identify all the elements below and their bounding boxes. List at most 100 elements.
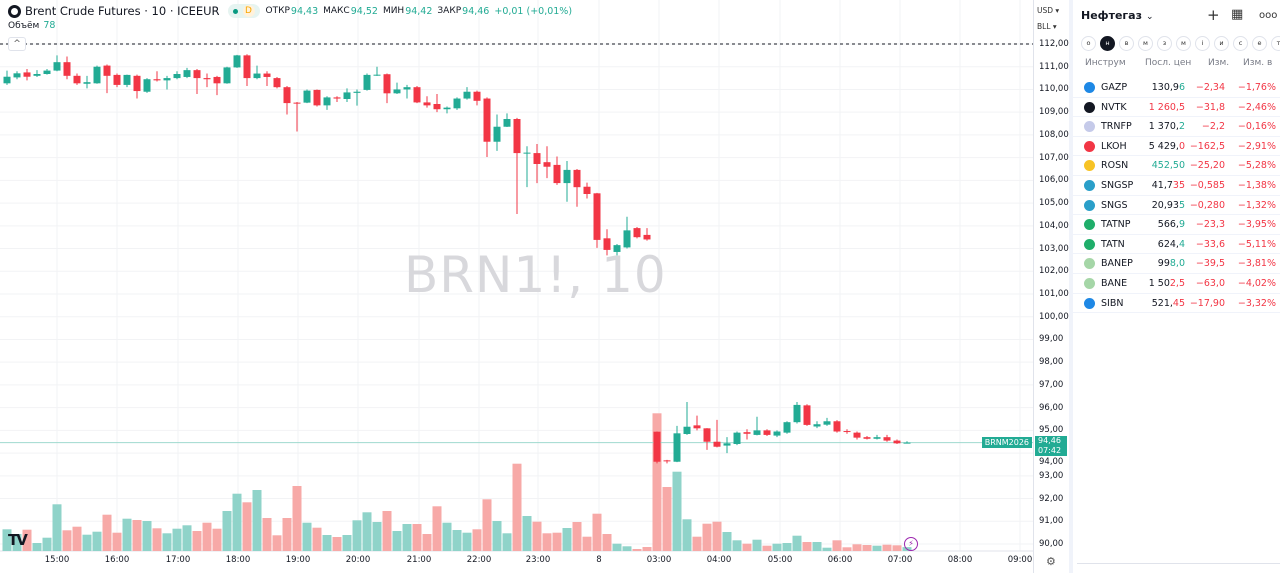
filter-letter[interactable]: і xyxy=(1195,36,1210,51)
candle-body xyxy=(873,437,881,439)
tradingview-logo[interactable]: TV xyxy=(8,531,28,549)
filter-letter[interactable]: м xyxy=(1138,36,1153,51)
unit-selector[interactable]: BLL ▾ xyxy=(1037,22,1057,31)
watchlist-row[interactable]: SIBN 521,45 −17,90 −3,32% xyxy=(1073,294,1280,314)
watchlist-row[interactable]: LKOH 5 429,0 −162,5 −2,91% xyxy=(1073,137,1280,157)
time-tick: 05:00 xyxy=(767,555,793,565)
symbol: SIBN xyxy=(1101,297,1124,309)
col-instrument[interactable]: Инструм xyxy=(1085,58,1126,68)
settings-gear-icon[interactable]: ⚙ xyxy=(1046,555,1056,568)
watchlist-row[interactable]: BANE 1 502,5 −63,0 −4,02% xyxy=(1073,274,1280,294)
volume-bar xyxy=(522,516,532,551)
candle-body xyxy=(243,55,251,79)
candle-body xyxy=(273,78,281,88)
lightning-icon[interactable]: ⚡ xyxy=(904,537,918,551)
chart-pane[interactable]: BRN1!, 10 Brent Crude Futures · 10 · ICE… xyxy=(0,0,1033,573)
watchlist-row[interactable]: NVTK 1 260,5 −31,8 −2,46% xyxy=(1073,98,1280,118)
candle-body xyxy=(463,91,471,99)
price-tick: 110,00 xyxy=(1039,84,1069,95)
candle-body xyxy=(693,425,701,429)
col-change-pct[interactable]: Изм. в xyxy=(1243,58,1273,68)
volume-bar xyxy=(42,537,52,551)
filter-letter[interactable]: з xyxy=(1157,36,1172,51)
filter-letter[interactable]: н xyxy=(1100,36,1115,51)
candle-body xyxy=(813,424,821,427)
market-status[interactable]: D xyxy=(227,4,260,18)
price-tick: 102,00 xyxy=(1039,266,1069,277)
candle-body xyxy=(393,89,401,94)
filter-letter[interactable]: т xyxy=(1271,36,1280,51)
filter-letter[interactable]: о xyxy=(1081,36,1096,51)
candle-body xyxy=(173,74,181,79)
filter-letter[interactable]: с xyxy=(1233,36,1248,51)
price-tick: 92,00 xyxy=(1039,493,1064,504)
watchlist-row[interactable]: ROSN 452,50 −25,20 −5,28% xyxy=(1073,156,1280,176)
watchlist-row[interactable]: TRNFP 1 370,2 −2,2 −0,16% xyxy=(1073,117,1280,137)
change: −17,90 xyxy=(1189,297,1225,309)
time-tick: 20:00 xyxy=(345,555,371,565)
candle-body xyxy=(763,430,771,435)
symbol-logo-icon xyxy=(1084,219,1095,231)
candle-body xyxy=(413,87,421,103)
volume-bar xyxy=(222,511,232,551)
more-options-icon[interactable]: ooo xyxy=(1259,10,1278,21)
candle-body xyxy=(103,65,111,76)
volume-bar xyxy=(802,542,812,551)
volume-bar xyxy=(432,506,442,551)
watchlist-row[interactable]: SNGS 20,935 −0,280 −1,32% xyxy=(1073,196,1280,216)
col-change[interactable]: Изм. xyxy=(1208,58,1230,68)
candle-body xyxy=(783,422,791,433)
filter-letter[interactable]: в xyxy=(1119,36,1134,51)
volume-bar xyxy=(552,532,562,551)
price-tick: 108,00 xyxy=(1039,129,1069,140)
volume-bar xyxy=(632,549,642,551)
candle-body xyxy=(233,55,241,68)
volume-bar xyxy=(682,519,692,551)
collapse-legend-button[interactable]: ^ xyxy=(8,37,26,51)
filter-letter[interactable]: е xyxy=(1252,36,1267,51)
volume-bar xyxy=(92,531,102,551)
watchlist-row[interactable]: BANEP 998,0 −39,5 −3,81% xyxy=(1073,254,1280,274)
watchlist-row[interactable]: TATN 624,4 −33,6 −5,11% xyxy=(1073,235,1280,255)
col-last[interactable]: Посл. цен xyxy=(1145,58,1192,68)
volume-bar xyxy=(212,528,222,551)
candle-body xyxy=(113,74,121,85)
candle-body xyxy=(603,238,611,250)
symbol: TATN xyxy=(1101,238,1125,250)
watchlist-row[interactable]: TATNP 566,9 −23,3 −3,95% xyxy=(1073,215,1280,235)
add-symbol-icon[interactable]: + xyxy=(1207,6,1220,24)
volume-bar xyxy=(542,533,552,551)
filter-letter[interactable]: и xyxy=(1214,36,1229,51)
watchlist-title[interactable]: Нефтегаз ⌄ xyxy=(1081,9,1154,22)
watchlist-row[interactable]: GAZP 130,96 −2,34 −1,76% xyxy=(1073,78,1280,98)
price-tick: 100,00 xyxy=(1039,311,1069,322)
volume-bar xyxy=(392,531,402,551)
volume-bar xyxy=(2,529,12,551)
symbol: BANE xyxy=(1101,278,1128,289)
volume-bar xyxy=(282,518,292,551)
symbol: LKOH xyxy=(1101,140,1127,152)
candle-body xyxy=(843,431,851,433)
candle-body xyxy=(183,70,191,77)
volume-bar xyxy=(362,512,372,551)
candle-body xyxy=(733,432,741,444)
symbol-title[interactable]: Brent Crude Futures · 10 · ICEEUR xyxy=(25,4,220,18)
watchlist-row[interactable]: SNGSP 41,735 −0,585 −1,38% xyxy=(1073,176,1280,196)
candle-body xyxy=(213,76,221,84)
volume-bar xyxy=(462,532,472,551)
price-axis[interactable]: USD ▾ BLL ▾ 112,00 111,00 110,00 109,00 108,… xyxy=(1033,0,1069,573)
symbol-logo-icon xyxy=(1084,82,1095,93)
filter-letter[interactable]: м xyxy=(1176,36,1191,51)
candle-body xyxy=(743,432,751,434)
candlestick-chart[interactable] xyxy=(0,0,1033,573)
table-layout-icon[interactable]: ▦ xyxy=(1231,7,1244,22)
candle-body xyxy=(683,426,691,434)
symbol: BANEP xyxy=(1101,258,1133,270)
currency-selector[interactable]: USD ▾ xyxy=(1037,6,1060,15)
change-percent: −5,11% xyxy=(1237,238,1276,250)
candle-body xyxy=(513,119,521,154)
change: −25,20 xyxy=(1189,160,1225,172)
change: −63,0 xyxy=(1195,278,1225,289)
